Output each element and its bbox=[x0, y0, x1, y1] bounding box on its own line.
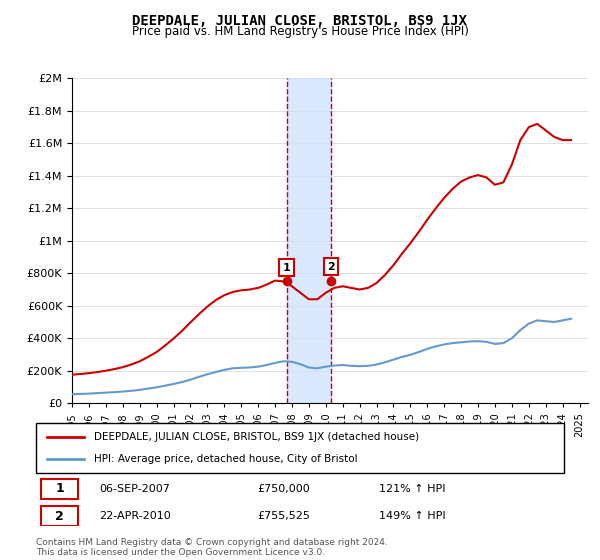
Bar bbox=[287, 78, 331, 403]
Text: 149% ↑ HPI: 149% ↑ HPI bbox=[379, 511, 446, 521]
FancyBboxPatch shape bbox=[36, 423, 564, 473]
Text: Price paid vs. HM Land Registry's House Price Index (HPI): Price paid vs. HM Land Registry's House … bbox=[131, 25, 469, 38]
Text: 2: 2 bbox=[327, 262, 335, 272]
Text: 121% ↑ HPI: 121% ↑ HPI bbox=[379, 484, 446, 493]
Text: 06-SEP-2007: 06-SEP-2007 bbox=[100, 484, 170, 493]
Text: 2: 2 bbox=[55, 510, 64, 523]
Text: 1: 1 bbox=[55, 482, 64, 495]
Text: 1: 1 bbox=[283, 263, 290, 273]
Text: £750,000: £750,000 bbox=[258, 484, 311, 493]
FancyBboxPatch shape bbox=[41, 478, 78, 498]
Text: Contains HM Land Registry data © Crown copyright and database right 2024.
This d: Contains HM Land Registry data © Crown c… bbox=[36, 538, 388, 557]
Text: HPI: Average price, detached house, City of Bristol: HPI: Average price, detached house, City… bbox=[94, 454, 358, 464]
Text: 22-APR-2010: 22-APR-2010 bbox=[100, 511, 171, 521]
Text: DEEPDALE, JULIAN CLOSE, BRISTOL, BS9 1JX: DEEPDALE, JULIAN CLOSE, BRISTOL, BS9 1JX bbox=[133, 14, 467, 28]
Text: DEEPDALE, JULIAN CLOSE, BRISTOL, BS9 1JX (detached house): DEEPDALE, JULIAN CLOSE, BRISTOL, BS9 1JX… bbox=[94, 432, 419, 442]
FancyBboxPatch shape bbox=[41, 506, 78, 526]
Text: £755,525: £755,525 bbox=[258, 511, 311, 521]
